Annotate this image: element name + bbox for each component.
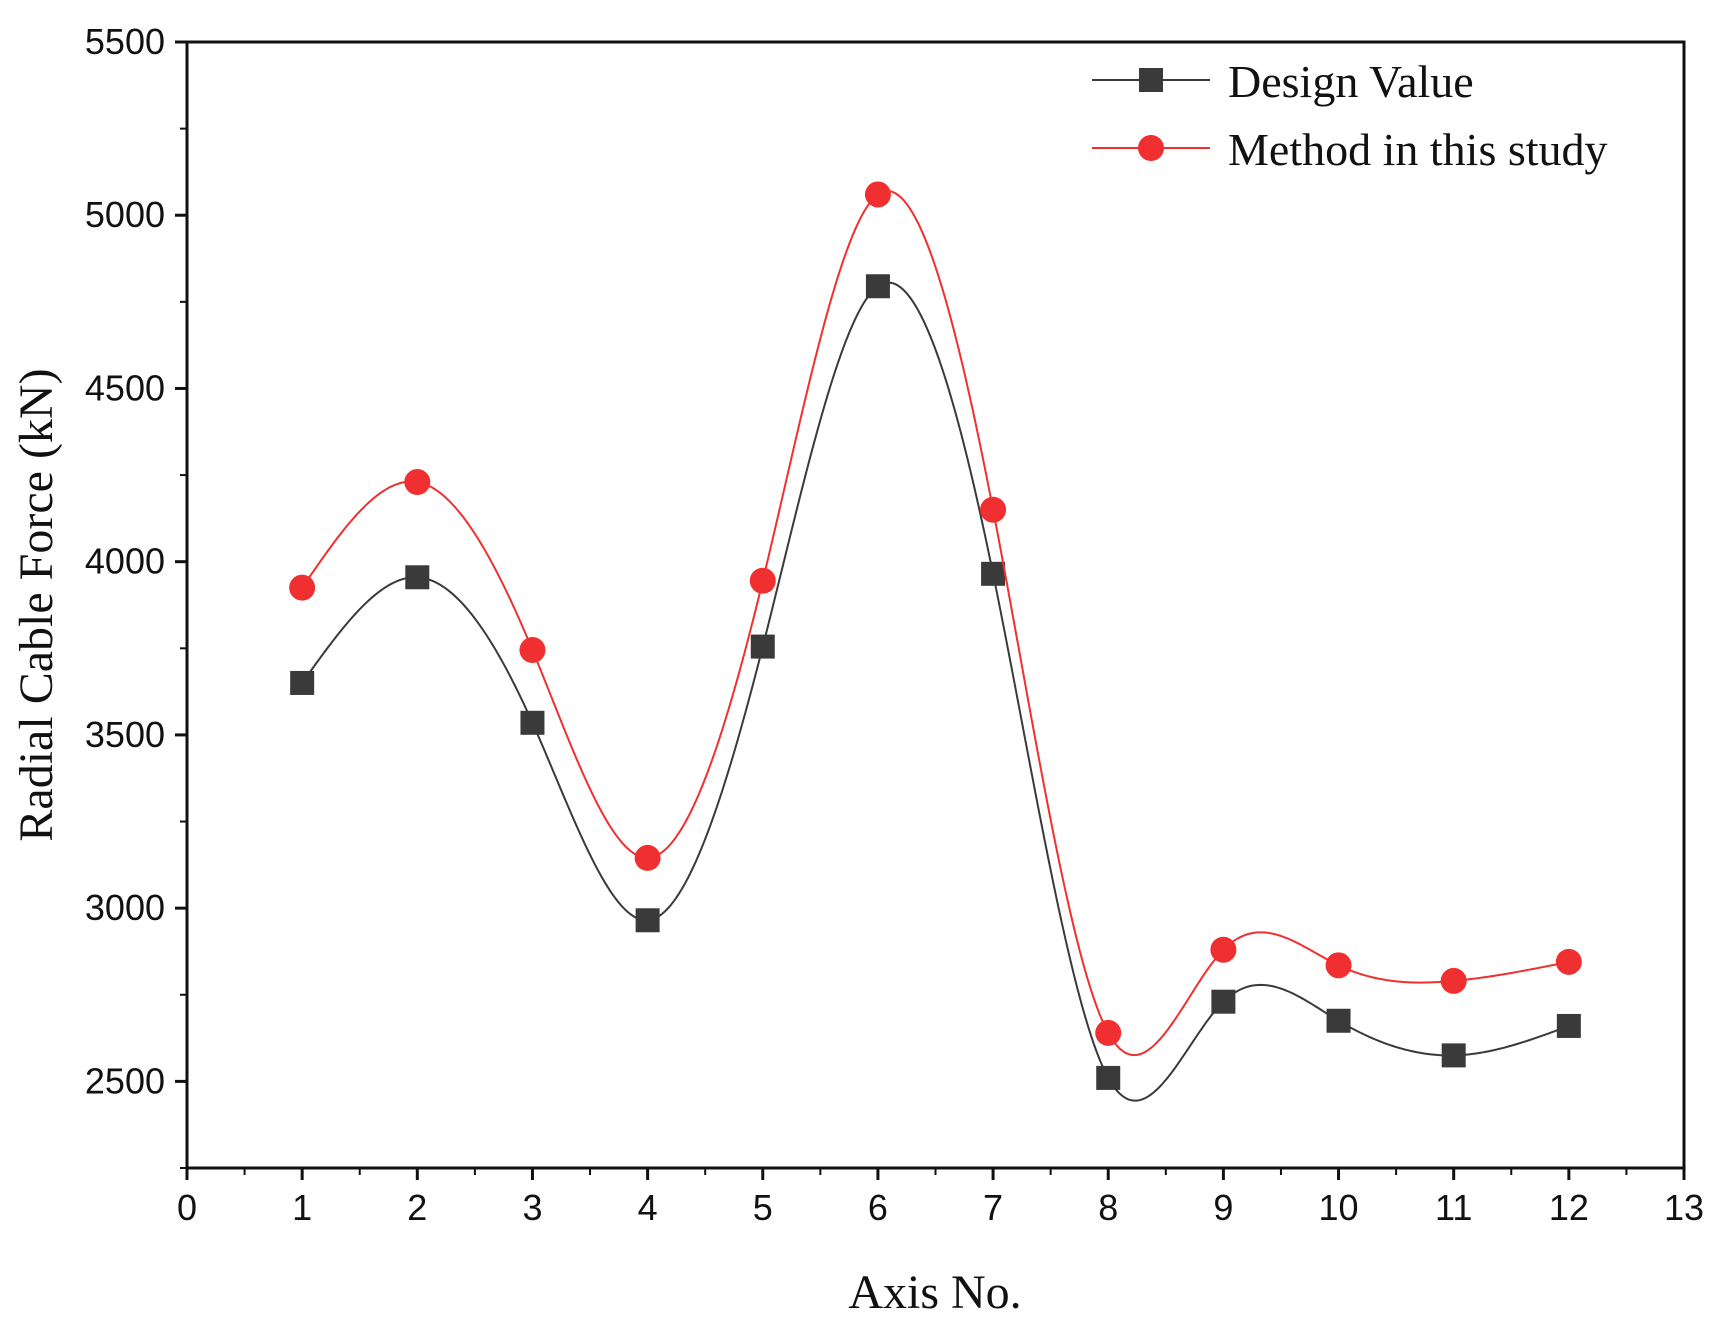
data-point-design-value <box>1556 1013 1581 1038</box>
data-point-method <box>404 469 431 496</box>
x-tick-label: 7 <box>983 1187 1003 1228</box>
y-tick-label: 4500 <box>85 367 165 408</box>
legend-marker-circle <box>1138 135 1164 161</box>
x-tick-label: 3 <box>522 1187 542 1228</box>
y-axis: 2500 3000 3500 4000 4500 5000 5500 <box>85 21 187 1169</box>
data-point-design-value <box>405 565 430 590</box>
data-point-method <box>1325 952 1352 979</box>
x-axis-title: Axis No. <box>848 1266 1021 1319</box>
data-point-design-value <box>290 670 315 695</box>
x-tick-label: 4 <box>638 1187 658 1228</box>
data-point-design-value <box>1326 1008 1351 1033</box>
x-tick-label: 9 <box>1213 1187 1233 1228</box>
data-point-method <box>864 181 891 208</box>
y-tick-label: 3500 <box>85 714 165 755</box>
data-point-method <box>980 496 1007 523</box>
y-tick-label: 3000 <box>85 887 165 928</box>
x-tick-label: 12 <box>1549 1187 1589 1228</box>
data-point-design-value <box>865 274 890 299</box>
legend: Design Value Method in this study <box>1092 56 1608 175</box>
data-point-method <box>1210 936 1237 963</box>
data-point-method <box>1555 948 1582 975</box>
data-point-method <box>519 637 546 664</box>
data-point-design-value <box>1211 989 1236 1014</box>
legend-label-design-value: Design Value <box>1228 56 1474 107</box>
data-point-method <box>634 844 661 871</box>
series-layer <box>289 181 1582 1102</box>
y-tick-label: 4000 <box>85 541 165 582</box>
x-tick-label: 2 <box>407 1187 427 1228</box>
data-point-method <box>1440 967 1467 994</box>
data-point-design-value <box>1096 1065 1121 1090</box>
x-tick-label: 5 <box>753 1187 773 1228</box>
y-tick-label: 2500 <box>85 1060 165 1101</box>
data-point-design-value <box>1441 1043 1466 1068</box>
data-point-design-value <box>520 710 545 735</box>
x-tick-label: 6 <box>868 1187 888 1228</box>
legend-label-method: Method in this study <box>1228 124 1608 175</box>
data-point-design-value <box>635 908 660 933</box>
series-line-0 <box>301 281 1570 1102</box>
data-point-method <box>289 574 316 601</box>
data-point-method <box>749 567 776 594</box>
x-tick-label: 8 <box>1098 1187 1118 1228</box>
data-point-method <box>1095 1019 1122 1046</box>
data-point-design-value <box>750 634 775 659</box>
series-line-1 <box>301 190 1570 1057</box>
y-axis-title: Radial Cable Force (kN) <box>10 368 63 841</box>
legend-marker-square <box>1139 68 1163 92</box>
x-tick-label: 13 <box>1664 1187 1704 1228</box>
data-point-design-value <box>981 561 1006 586</box>
y-tick-label: 5500 <box>85 21 165 62</box>
x-tick-label: 10 <box>1319 1187 1359 1228</box>
plot-area-frame <box>185 40 1686 1170</box>
x-tick-label: 0 <box>177 1187 197 1228</box>
x-tick-label: 1 <box>292 1187 312 1228</box>
y-tick-label: 5000 <box>85 194 165 235</box>
x-tick-label: 11 <box>1435 1187 1472 1228</box>
x-axis: 0 1 2 3 4 5 6 7 8 9 10 11 12 13 <box>177 1168 1704 1228</box>
